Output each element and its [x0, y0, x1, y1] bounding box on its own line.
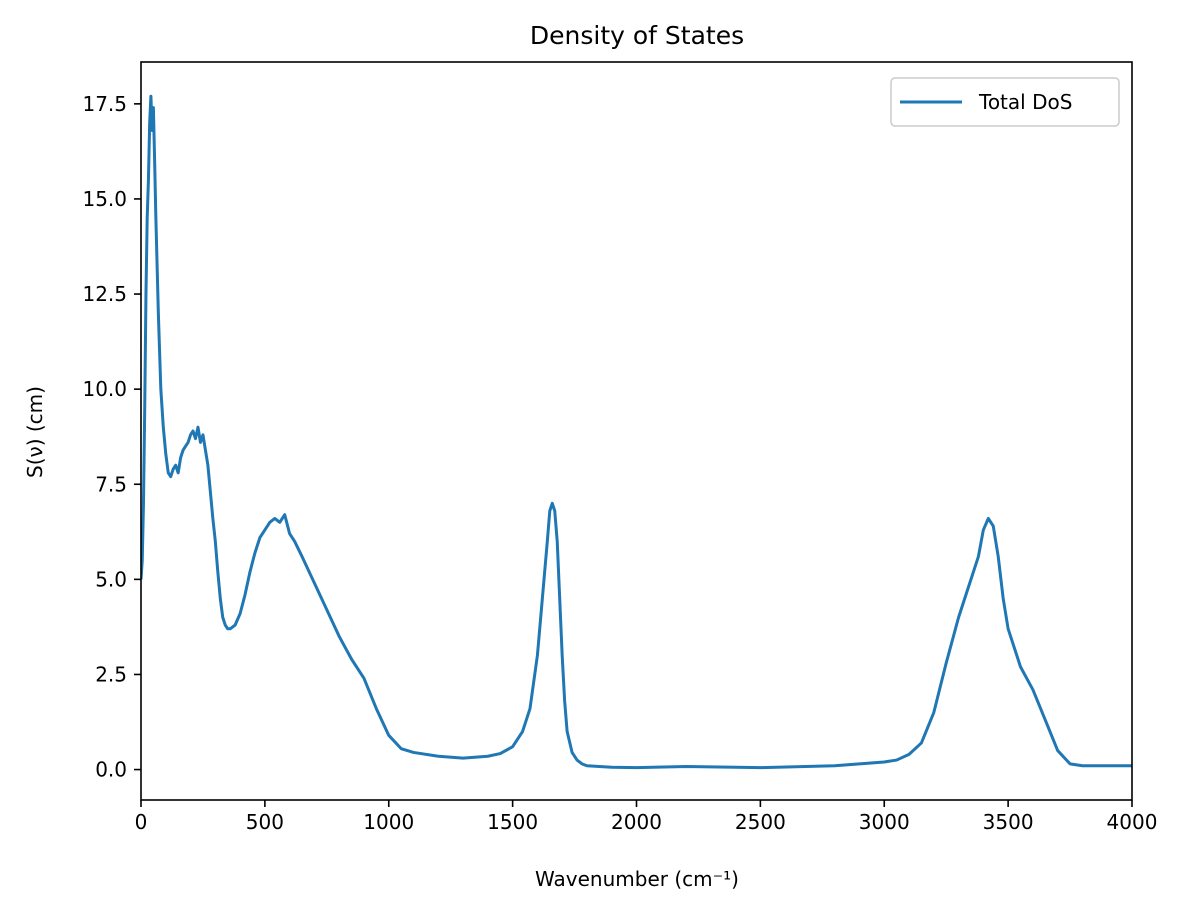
- x-tick-label: 3500: [983, 810, 1034, 834]
- x-tick-label: 2000: [611, 810, 662, 834]
- y-tick-label: 0.0: [95, 758, 127, 782]
- chart-title: Density of States: [530, 21, 744, 50]
- x-tick-label: 2500: [735, 810, 786, 834]
- y-tick-label: 5.0: [95, 567, 127, 591]
- x-tick-label: 0: [135, 810, 148, 834]
- x-axis-label: Wavenumber (cm⁻¹): [535, 867, 739, 891]
- y-axis-label: S(ν) (cm): [23, 386, 47, 478]
- series-line-0: [141, 94, 1132, 770]
- plot-area: [141, 94, 1132, 770]
- legend-frame: [890, 77, 1120, 127]
- y-tick-label: 10.0: [82, 377, 127, 401]
- y-tick-label: 15.0: [82, 187, 127, 211]
- legend: Total DoS: [890, 77, 1120, 127]
- x-tick-label: 1500: [487, 810, 538, 834]
- axes: 0 500 1000 1500 2000 2500 3000 3500 4000 0.0 2.5 5.…: [82, 61, 1158, 834]
- y-tick-label: 2.5: [95, 662, 127, 686]
- y-tick-label: 17.5: [82, 92, 127, 116]
- y-tick-label: 12.5: [82, 282, 127, 306]
- legend-entry-total-dos: Total DoS: [978, 90, 1072, 114]
- x-tick-label: 1000: [363, 810, 414, 834]
- x-tick-label: 3000: [859, 810, 910, 834]
- x-tick-label: 4000: [1107, 810, 1158, 834]
- x-tick-label: 500: [246, 810, 284, 834]
- y-tick-label: 7.5: [95, 472, 127, 496]
